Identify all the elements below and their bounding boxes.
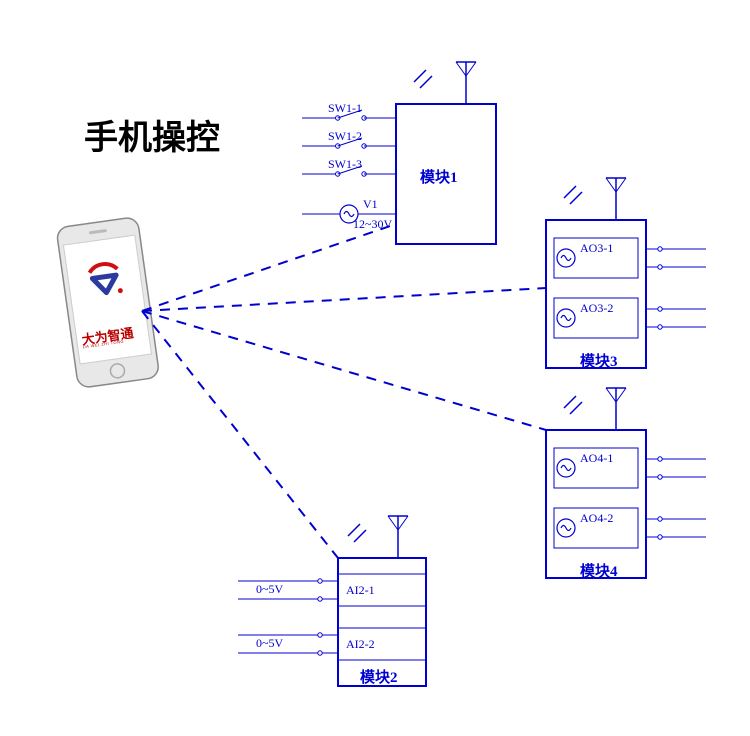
svg-text:0~5V: 0~5V — [256, 582, 283, 596]
svg-text:0~5V: 0~5V — [256, 636, 283, 650]
svg-text:AO3-1: AO3-1 — [580, 241, 613, 255]
module1-label: 模块1 — [420, 166, 458, 187]
svg-text:SW1-2: SW1-2 — [328, 129, 362, 143]
module2-label: 模块2 — [360, 666, 398, 687]
svg-text:12~30V: 12~30V — [353, 217, 392, 231]
svg-text:SW1-1: SW1-1 — [328, 101, 362, 115]
svg-text:AO4-2: AO4-2 — [580, 511, 613, 525]
svg-text:SW1-3: SW1-3 — [328, 157, 362, 171]
page-title: 手机操控 — [84, 110, 220, 159]
svg-text:AI2-2: AI2-2 — [346, 637, 375, 651]
svg-text:V1: V1 — [363, 197, 378, 211]
svg-text:AO4-1: AO4-1 — [580, 451, 613, 465]
svg-text:AO3-2: AO3-2 — [580, 301, 613, 315]
module4-label: 模块4 — [580, 560, 618, 581]
svg-text:AI2-1: AI2-1 — [346, 583, 375, 597]
module3-label: 模块3 — [580, 350, 618, 371]
